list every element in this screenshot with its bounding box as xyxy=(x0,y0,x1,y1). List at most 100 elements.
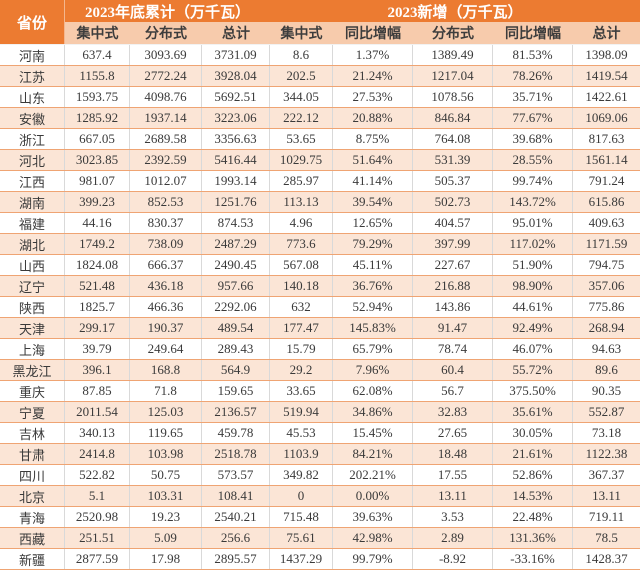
value-cell: 35.61% xyxy=(493,402,573,422)
value-cell: 846.84 xyxy=(413,108,493,128)
value-cell: 17.55 xyxy=(413,465,493,485)
value-cell: 3356.63 xyxy=(202,129,270,149)
value-cell: 33.65 xyxy=(270,381,333,401)
value-cell: 45.11% xyxy=(333,255,413,275)
value-cell: 17.98 xyxy=(130,549,202,569)
group-header-new-2023: 2023新增（万千瓦） xyxy=(270,0,640,22)
table-row: 山东 1593.75 4098.76 5692.51 344.05 27.53% 1078.… xyxy=(0,86,640,107)
value-cell: 791.24 xyxy=(588,173,625,188)
table-body: 河南 637.4 3093.69 3731.09 8.6 1.37% 1389.49 81.5… xyxy=(0,44,640,570)
value-cell: 564.9 xyxy=(202,360,270,380)
value-cell: 397.99 xyxy=(413,234,493,254)
table-header: 省份 2023年底累计（万千瓦） 2023新增（万千瓦） 集中式 分布式 总计 … xyxy=(0,0,640,44)
table-row: 陕西 1825.7 466.36 2292.06 632 52.94% 143.86 44.6… xyxy=(0,296,640,317)
value-cell: 36.76% xyxy=(333,276,413,296)
value-cell: 190.37 xyxy=(130,318,202,338)
table-row: 西藏 251.51 5.09 256.6 75.61 42.98% 2.89 131.36% 7… xyxy=(0,527,640,548)
value-cell: 357.06 xyxy=(588,278,625,293)
value-cell: 289.43 xyxy=(202,339,270,359)
value-cell: 773.6 xyxy=(270,234,333,254)
table-row: 四川 522.82 50.75 573.57 349.82 202.21% 17.55 52.… xyxy=(0,464,640,485)
value-cell: 1419.54 xyxy=(585,68,628,83)
province-cell: 湖北 xyxy=(0,234,65,254)
value-cell: 666.37 xyxy=(130,255,202,275)
table-row: 吉林 340.13 119.65 459.78 45.53 15.45% 27.65 30.0… xyxy=(0,422,640,443)
table-row: 黑龙江 396.1 168.8 564.9 29.2 7.96% 60.4 55.72% 89.… xyxy=(0,359,640,380)
value-cell: 404.57 xyxy=(413,213,493,233)
value-cell: 81.53% xyxy=(493,45,573,65)
value-cell: 5692.51 xyxy=(202,87,270,107)
value-cell: 15.79 xyxy=(270,339,333,359)
value-cell: 957.66 xyxy=(202,276,270,296)
value-cell: 177.47 xyxy=(270,318,333,338)
value-cell: 399.23 xyxy=(65,192,130,212)
value-cell: 12.65% xyxy=(333,213,413,233)
value-cell: 2540.21 xyxy=(202,507,270,527)
value-cell: 39.63% xyxy=(333,507,413,527)
value-cell: 637.4 xyxy=(65,45,130,65)
table-row: 湖北 1749.2 738.09 2487.29 773.6 79.29% 397.99 11… xyxy=(0,233,640,254)
value-cell: 78.5 xyxy=(595,530,618,545)
value-cell: 56.7 xyxy=(413,381,493,401)
value-cell: 874.53 xyxy=(202,213,270,233)
value-cell: 3928.04 xyxy=(202,66,270,86)
value-cell: 14.53% xyxy=(493,486,573,506)
value-cell: 7.96% xyxy=(333,360,413,380)
value-cell: 1217.04 xyxy=(413,66,493,86)
value-cell: 1937.14 xyxy=(130,108,202,128)
value-cell: 2011.54 xyxy=(65,402,130,422)
value-cell: 29.2 xyxy=(270,360,333,380)
value-cell: 1825.7 xyxy=(65,297,130,317)
column-header-yoy-centralized: 同比增幅 xyxy=(333,22,413,44)
value-cell: 44.16 xyxy=(65,213,130,233)
value-cell: 8.6 xyxy=(270,45,333,65)
value-cell: 1012.07 xyxy=(130,171,202,191)
value-cell: 632 xyxy=(270,297,333,317)
province-cell: 宁夏 xyxy=(0,402,65,422)
value-cell: 1398.09 xyxy=(585,47,628,62)
value-cell: 3023.85 xyxy=(65,150,130,170)
value-cell: 46.07% xyxy=(493,339,573,359)
province-cell: 甘肃 xyxy=(0,444,65,464)
value-cell: 5416.44 xyxy=(202,150,270,170)
value-cell: 21.24% xyxy=(333,66,413,86)
value-cell: 367.37 xyxy=(588,467,625,482)
value-cell: 1171.59 xyxy=(585,236,628,251)
value-cell: 79.29% xyxy=(333,234,413,254)
value-cell: 1749.2 xyxy=(65,234,130,254)
value-cell: 573.57 xyxy=(202,465,270,485)
value-cell: 8.75% xyxy=(333,129,413,149)
value-cell: 489.54 xyxy=(202,318,270,338)
value-cell: 39.79 xyxy=(65,339,130,359)
value-cell: 71.8 xyxy=(130,381,202,401)
value-cell: 39.68% xyxy=(493,129,573,149)
province-cell: 西藏 xyxy=(0,528,65,548)
value-cell: 42.98% xyxy=(333,528,413,548)
value-cell: 39.54% xyxy=(333,192,413,212)
value-cell: 256.6 xyxy=(202,528,270,548)
value-cell: 1437.29 xyxy=(270,549,333,569)
value-cell: 1122.38 xyxy=(585,446,628,461)
value-cell: 18.48 xyxy=(413,444,493,464)
value-cell: 41.14% xyxy=(333,171,413,191)
column-header-centralized-new: 集中式 xyxy=(270,22,333,44)
value-cell: 143.86 xyxy=(413,297,493,317)
value-cell: 2689.58 xyxy=(130,129,202,149)
value-cell: 522.82 xyxy=(65,465,130,485)
value-cell: 159.65 xyxy=(202,381,270,401)
value-cell: 2414.8 xyxy=(65,444,130,464)
column-header-yoy-distributed: 同比增幅 xyxy=(493,22,573,44)
value-cell: 466.36 xyxy=(130,297,202,317)
province-column-header: 省份 xyxy=(0,0,65,44)
value-cell: 113.13 xyxy=(270,192,333,212)
value-cell: 78.26% xyxy=(493,66,573,86)
value-cell: 2136.57 xyxy=(202,402,270,422)
table-row: 江西 981.07 1012.07 1993.14 285.97 41.14% 505.37… xyxy=(0,170,640,191)
value-cell: 502.73 xyxy=(413,192,493,212)
value-cell: 52.94% xyxy=(333,297,413,317)
value-cell: 764.08 xyxy=(413,129,493,149)
value-cell: 145.83% xyxy=(333,318,413,338)
province-cell: 山东 xyxy=(0,87,65,107)
value-cell: 65.79% xyxy=(333,339,413,359)
